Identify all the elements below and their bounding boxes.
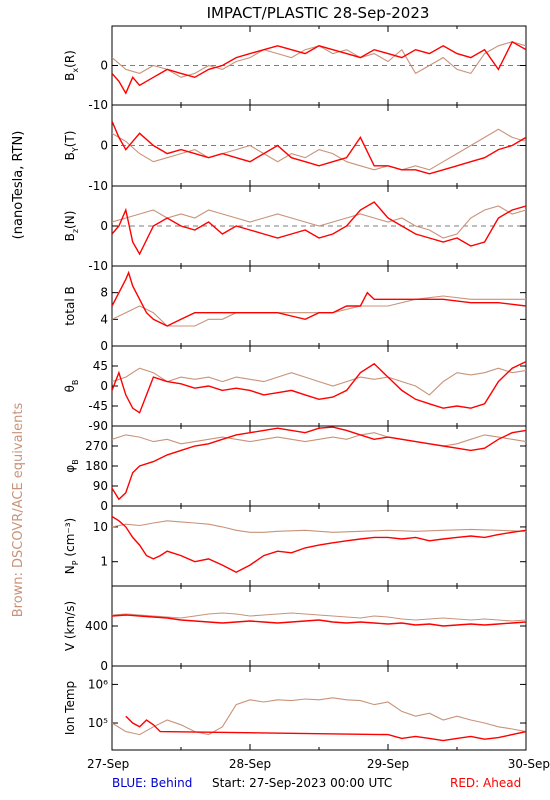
series-ahead-phi — [112, 426, 526, 501]
series-ahead-by — [112, 120, 526, 175]
panel-np: 10 1 NP (cm⁻³) — [63, 505, 527, 587]
y-label-main-phi: φ — [63, 465, 77, 473]
y-label-main-by: B — [63, 152, 77, 160]
y-axis-label-phi: φB — [63, 459, 80, 472]
y-label-main-bz: B — [63, 233, 77, 241]
series-ahead-temp — [125, 715, 526, 742]
series-ace-temp — [112, 697, 526, 736]
panel-v: 400 0 V (km/s) — [63, 585, 527, 673]
y-label-main-v: V (km/s) — [63, 601, 77, 651]
series-ahead-btot — [112, 270, 526, 327]
chart-title: IMPACT/PLASTIC 28-Sep-2023 — [207, 4, 430, 22]
series-ace-theta — [112, 367, 526, 396]
panel-frame-btot — [111, 265, 527, 347]
y-axis-label-bz: Bz(N) — [63, 211, 80, 242]
y-tick-label-theta: -45 — [88, 399, 108, 413]
series-ahead-np — [112, 515, 526, 573]
y-label-main-np: N — [63, 565, 77, 574]
series-ahead-v — [112, 614, 526, 627]
panel-frame-phi — [111, 425, 527, 507]
panel-bx: 0 -10 Bx(R) — [63, 25, 527, 112]
panel-temp: 10⁶ 10⁵ Ion Temp — [63, 665, 527, 751]
y-tick-label-bz: 0 — [100, 219, 108, 233]
y-axis-label-temp: Ion Temp — [63, 681, 77, 735]
series-ahead-bx — [112, 40, 526, 95]
behind-legend-label: BLUE: Behind — [112, 776, 192, 790]
panel-bz: 0 -10 Bz(N) — [63, 185, 527, 273]
x-tick-label: 28-Sep — [229, 757, 271, 771]
y-label-sub-bx: x — [71, 68, 80, 73]
series-ahead-theta — [112, 360, 526, 414]
y-label-tail-np: (cm⁻³) — [63, 518, 77, 561]
x-axis: 27-Sep 28-Sep 29-Sep 30-Sep — [87, 757, 550, 771]
series-ahead-bz — [112, 201, 526, 256]
y-label-tail-bz: (N) — [63, 211, 77, 229]
y-label-sub-theta: B — [71, 380, 80, 386]
y-tick-label-by: 0 — [100, 139, 108, 153]
series-ace-by — [112, 128, 526, 171]
y-tick-label-btot: 8 — [100, 286, 108, 300]
y-label-sub-bz: z — [71, 229, 80, 233]
y-tick-label-theta: 0 — [100, 379, 108, 393]
y-axis-label-np: NP (cm⁻³) — [63, 518, 80, 574]
units-side-label: (nanoTesla, RTN) — [11, 131, 26, 240]
panel-frame-np — [111, 505, 527, 587]
ahead-legend-label: RED: Ahead — [450, 776, 521, 790]
y-tick-label-v: 400 — [85, 619, 108, 633]
y-label-sub-by: Y — [71, 147, 80, 153]
y-tick-label-bx: -10 — [88, 98, 108, 112]
series-ace-np — [112, 520, 526, 533]
series-ace-v — [112, 612, 526, 622]
y-tick-label-bx: 0 — [100, 59, 108, 73]
panel-frame-v — [111, 585, 527, 667]
y-tick-label-theta: 45 — [93, 359, 108, 373]
y-tick-label-phi: 0 — [100, 499, 108, 513]
series-ace-phi — [112, 432, 526, 447]
x-tick-label: 29-Sep — [367, 757, 409, 771]
x-tick-label: 30-Sep — [508, 757, 550, 771]
y-axis-label-btot: total B — [63, 286, 77, 326]
y-label-main-temp: Ion Temp — [63, 681, 77, 735]
series-ace-btot — [112, 295, 526, 327]
panel-phi: 270 180 90 0 φB — [63, 425, 527, 513]
start-time-label: Start: 27-Sep-2023 00:00 UTC — [212, 776, 392, 790]
y-tick-label-phi: 180 — [85, 459, 108, 473]
y-label-main-bx: B — [63, 73, 77, 81]
y-label-main-theta: θ — [63, 385, 77, 392]
y-axis-label-bx: Bx(R) — [63, 50, 80, 81]
y-axis-label-theta: θB — [63, 380, 80, 393]
y-tick-label-np: 10 — [93, 520, 108, 534]
panel-theta: 45 0 -45 -90 θB — [63, 345, 527, 433]
series-ace-bz — [112, 205, 526, 239]
ace-legend-label: Brown: DSCOVR/ACE equivalents — [11, 403, 26, 618]
y-tick-label-temp: 10⁶ — [88, 677, 108, 691]
y-tick-label-phi: 270 — [85, 439, 108, 453]
y-label-main-btot: total B — [63, 286, 77, 326]
y-label-tail-bx: (R) — [63, 50, 77, 68]
y-tick-label-bz: -10 — [88, 259, 108, 273]
y-axis-label-by: BY(T) — [63, 131, 80, 161]
y-tick-label-v: 0 — [100, 659, 108, 673]
y-tick-label-btot: 4 — [100, 312, 108, 326]
y-tick-label-phi: 90 — [93, 479, 108, 493]
y-tick-label-temp: 10⁵ — [88, 716, 108, 730]
y-tick-label-np: 1 — [100, 555, 108, 569]
y-label-sub-np: P — [71, 560, 80, 565]
y-tick-label-theta: -90 — [88, 419, 108, 433]
panel-frame-theta — [111, 345, 527, 427]
x-tick-label: 27-Sep — [87, 757, 129, 771]
panel-btot: 8 4 0 total B — [63, 265, 527, 353]
panel-by: 0 -10 BY(T) — [63, 104, 527, 193]
y-axis-label-v: V (km/s) — [63, 601, 77, 651]
y-tick-label-by: -10 — [88, 179, 108, 193]
y-tick-label-btot: 0 — [100, 339, 108, 353]
y-label-tail-by: (T) — [63, 131, 77, 148]
y-label-sub-phi: B — [71, 459, 80, 465]
